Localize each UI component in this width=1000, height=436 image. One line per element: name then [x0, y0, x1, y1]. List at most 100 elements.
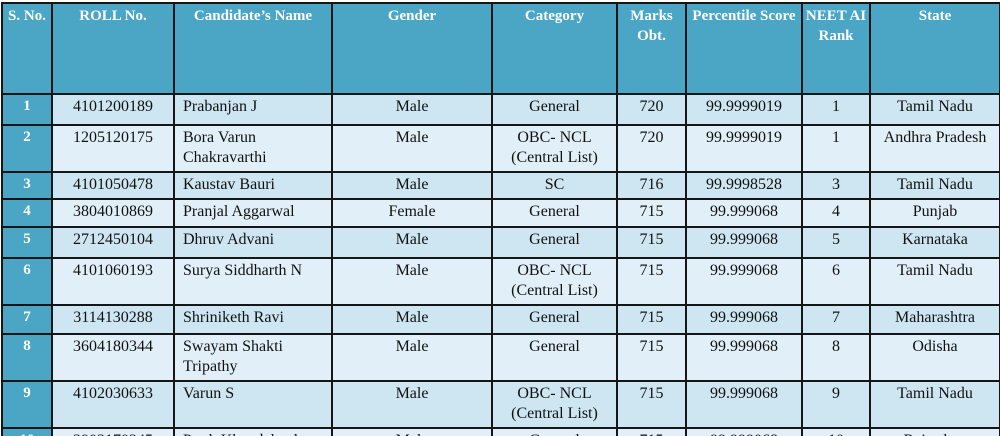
cell-gender: Male — [331, 303, 493, 335]
cell-roll: 3804010869 — [51, 197, 175, 228]
cell-roll: 4101050478 — [51, 170, 175, 200]
cell-category: General — [491, 197, 618, 228]
cell-percentile: 99.999068 — [685, 225, 803, 259]
cell-marks: 715 — [616, 303, 687, 335]
cell-state: Karnataka — [869, 225, 1000, 259]
cell-marks: 715 — [616, 256, 687, 306]
cell-rank: 1 — [801, 124, 871, 173]
cell-name: Surya Siddharth N — [173, 256, 333, 306]
cell-name: Parth Khandelwal — [173, 426, 333, 436]
cell-rank: 4 — [801, 197, 871, 228]
cell-name: Shriniketh Ravi — [173, 303, 333, 335]
cell-gender: Male — [331, 332, 493, 382]
cell-name: Prabanjan J — [173, 93, 333, 126]
column-header-marks: Marks Obt. — [616, 2, 687, 95]
table-row: 9 4102030633 Varun S Male OBC- NCL (Cent… — [1, 379, 1000, 429]
cell-gender: Male — [331, 93, 493, 126]
cell-gender: Female — [331, 197, 493, 228]
cell-rank: 8 — [801, 332, 871, 382]
cell-category: General — [491, 93, 618, 126]
cell-roll: 3604180344 — [51, 332, 175, 382]
table-row: 6 4101060193 Surya Siddharth N Male OBC-… — [1, 256, 1000, 306]
table-row: 8 3604180344 Swayam Shakti Tripathy Male… — [1, 332, 1000, 382]
cell-category: OBC- NCL (Central List) — [491, 256, 618, 306]
cell-percentile: 99.999068 — [685, 303, 803, 335]
column-header-name: Candidate’s Name — [173, 2, 333, 95]
cell-roll: 4102030633 — [51, 379, 175, 429]
cell-state: Andhra Pradesh — [869, 124, 1000, 173]
cell-roll: 4101060193 — [51, 256, 175, 306]
cell-name: Varun S — [173, 379, 333, 429]
cell-rank: 3 — [801, 170, 871, 200]
cell-sno: 10 — [1, 426, 53, 436]
cell-percentile: 99.9998528 — [685, 170, 803, 200]
cell-state: Rajasthan — [869, 426, 1000, 436]
cell-name: Dhruv Advani — [173, 225, 333, 259]
table-row: 3 4101050478 Kaustav Bauri Male SC 716 9… — [1, 170, 1000, 200]
cell-state: Odisha — [869, 332, 1000, 382]
cell-rank: 9 — [801, 379, 871, 429]
cell-state: Tamil Nadu — [869, 379, 1000, 429]
cell-category: OBC- NCL (Central List) — [491, 379, 618, 429]
cell-rank: 1 — [801, 93, 871, 126]
cell-marks: 715 — [616, 379, 687, 429]
column-header-roll: ROLL No. — [51, 2, 175, 95]
cell-gender: Male — [331, 256, 493, 306]
cell-roll: 1205120175 — [51, 124, 175, 173]
cell-percentile: 99.9999019 — [685, 93, 803, 126]
cell-category: SC — [491, 170, 618, 200]
cell-rank: 5 — [801, 225, 871, 259]
cell-sno: 3 — [1, 170, 53, 200]
cell-marks: 715 — [616, 197, 687, 228]
table-row: 2 1205120175 Bora Varun Chakravarthi Mal… — [1, 124, 1000, 173]
cell-sno: 6 — [1, 256, 53, 306]
header-row: S. No. ROLL No. Candidate’s Name Gender … — [1, 2, 1000, 95]
cell-marks: 720 — [616, 124, 687, 173]
cell-percentile: 99.999068 — [685, 332, 803, 382]
cell-marks: 715 — [616, 426, 687, 436]
column-header-rank: NEET AI Rank — [801, 2, 871, 95]
cell-sno: 5 — [1, 225, 53, 259]
cell-gender: Male — [331, 379, 493, 429]
cell-rank: 7 — [801, 303, 871, 335]
cell-marks: 715 — [616, 225, 687, 259]
cell-state: Punjab — [869, 197, 1000, 228]
cell-category: General — [491, 225, 618, 259]
cell-category: General — [491, 303, 618, 335]
cell-category: General — [491, 426, 618, 436]
cell-gender: Male — [331, 170, 493, 200]
cell-state: Tamil Nadu — [869, 170, 1000, 200]
table-row: 4 3804010869 Pranjal Aggarwal Female Gen… — [1, 197, 1000, 228]
column-header-state: State — [869, 2, 1000, 95]
cell-gender: Male — [331, 426, 493, 436]
cell-name: Kaustav Bauri — [173, 170, 333, 200]
cell-state: Tamil Nadu — [869, 93, 1000, 126]
cell-rank: 10 — [801, 426, 871, 436]
cell-roll: 4101200189 — [51, 93, 175, 126]
cell-sno: 9 — [1, 379, 53, 429]
table-row: 5 2712450104 Dhruv Advani Male General 7… — [1, 225, 1000, 259]
column-header-gender: Gender — [331, 2, 493, 95]
cell-sno: 7 — [1, 303, 53, 335]
cell-marks: 720 — [616, 93, 687, 126]
cell-sno: 2 — [1, 124, 53, 173]
cell-state: Maharashtra — [869, 303, 1000, 335]
cell-roll: 3903170245 — [51, 426, 175, 436]
cell-percentile: 99.999068 — [685, 197, 803, 228]
cell-sno: 1 — [1, 93, 53, 126]
cell-category: General — [491, 332, 618, 382]
cell-gender: Male — [331, 225, 493, 259]
cell-roll: 3114130288 — [51, 303, 175, 335]
table-row: 10 3903170245 Parth Khandelwal Male Gene… — [1, 426, 1000, 436]
column-header-percentile: Percentile Score — [685, 2, 803, 95]
cell-percentile: 99.999068 — [685, 379, 803, 429]
table-row: 1 4101200189 Prabanjan J Male General 72… — [1, 93, 1000, 126]
column-header-sno: S. No. — [1, 2, 53, 95]
cell-marks: 715 — [616, 332, 687, 382]
column-header-category: Category — [491, 2, 618, 95]
cell-sno: 8 — [1, 332, 53, 382]
table-row: 7 3114130288 Shriniketh Ravi Male Genera… — [1, 303, 1000, 335]
cell-name: Bora Varun Chakravarthi — [173, 124, 333, 173]
